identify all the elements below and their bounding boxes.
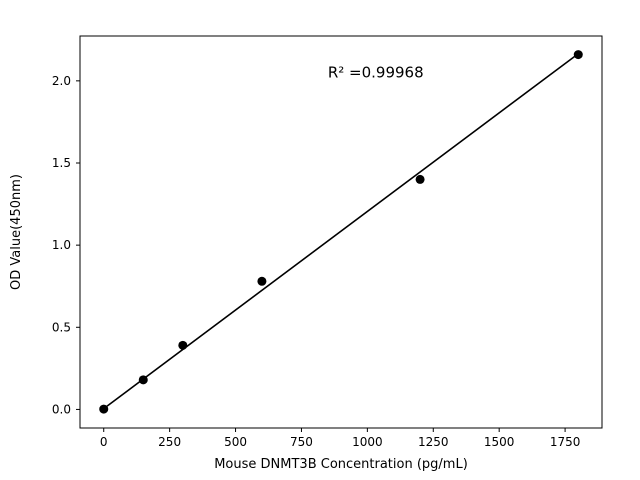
x-tick-label: 0 (100, 435, 108, 449)
y-axis-label: OD Value(450nm) (9, 174, 24, 290)
fit-line (103, 53, 579, 410)
standard-points (99, 50, 583, 414)
data-point (257, 276, 267, 286)
x-tick-label: 1500 (484, 435, 515, 449)
data-point (178, 340, 188, 350)
x-tick-label: 1750 (550, 435, 581, 449)
y-tick-label: 2.0 (52, 74, 71, 88)
x-tick-label: 250 (158, 435, 181, 449)
data-point (573, 50, 583, 60)
x-tick-label: 750 (290, 435, 313, 449)
y-axis: 0.0 0.5 1.0 1.5 2.0 (52, 74, 80, 416)
x-tick-label: 500 (224, 435, 247, 449)
x-axis: 0 250 500 750 1000 1250 1500 1750 (100, 428, 580, 449)
y-tick-label: 1.5 (52, 156, 71, 170)
data-point (415, 174, 425, 184)
x-axis-label: Mouse DNMT3B Concentration (pg/mL) (214, 457, 468, 472)
plot-box (79, 35, 603, 429)
x-tick-label: 1250 (418, 435, 449, 449)
y-tick-label: 0.0 (52, 402, 71, 416)
data-point (99, 404, 109, 414)
x-tick-label: 1000 (352, 435, 383, 449)
r-squared-annotation: R² =0.99968 (328, 64, 424, 82)
y-tick-label: 0.5 (52, 320, 71, 334)
data-point (138, 375, 148, 385)
y-tick-label: 1.0 (52, 238, 71, 252)
